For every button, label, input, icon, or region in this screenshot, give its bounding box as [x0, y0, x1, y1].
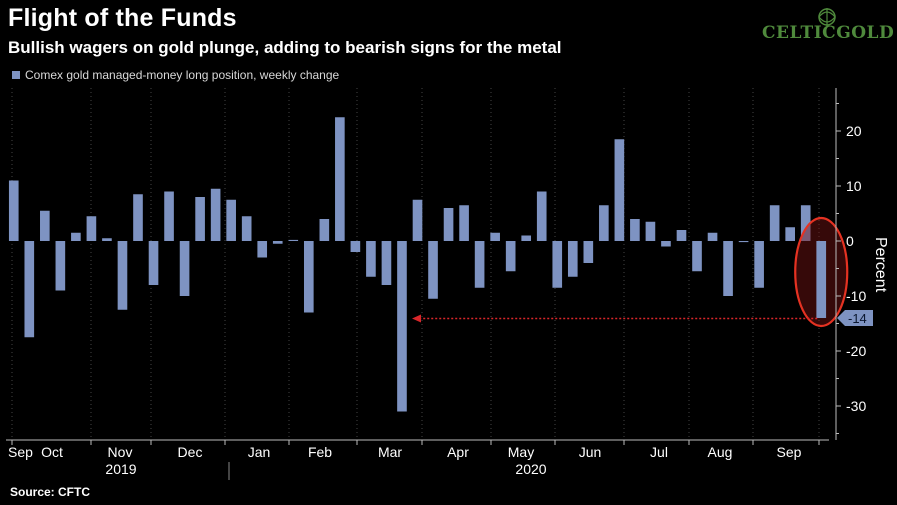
bar — [614, 139, 625, 241]
x-month-label: Sep — [8, 444, 33, 460]
bar — [397, 241, 407, 412]
bar — [226, 199, 236, 241]
y-tick-label: -20 — [846, 343, 866, 359]
bar-layer — [8, 117, 827, 412]
x-month-label: Oct — [41, 444, 63, 460]
last-value-tag — [837, 310, 873, 326]
bar — [24, 241, 35, 338]
bar — [241, 216, 252, 241]
bar — [8, 180, 19, 241]
bar — [443, 208, 454, 241]
bar — [645, 221, 656, 241]
x-month-label: Mar — [378, 444, 402, 460]
y-tick-label: 10 — [846, 178, 862, 194]
bar — [800, 205, 811, 241]
bar — [459, 205, 469, 241]
bar — [474, 241, 485, 288]
bar — [117, 241, 128, 310]
y-tick-label: 20 — [846, 123, 862, 139]
bar — [552, 241, 563, 288]
bar — [536, 191, 547, 241]
bar — [692, 241, 702, 272]
y-tick-label: -10 — [846, 288, 866, 304]
bar — [785, 227, 795, 241]
bar — [707, 232, 718, 241]
bar — [567, 241, 578, 277]
x-month-label: Dec — [178, 444, 203, 460]
legend-swatch — [12, 71, 20, 79]
bar — [676, 230, 687, 241]
bar — [723, 241, 733, 296]
bar — [428, 241, 438, 299]
y-axis-label: Percent — [872, 237, 889, 293]
bar — [521, 235, 532, 241]
x-month-label: Aug — [708, 444, 733, 460]
annotation-layer — [412, 216, 849, 328]
bar — [661, 241, 671, 247]
bar — [769, 205, 780, 241]
bar — [490, 232, 500, 241]
bar — [381, 241, 392, 285]
chart-subtitle: Bullish wagers on gold plunge, adding to… — [8, 38, 562, 57]
bar — [505, 241, 516, 272]
bar — [195, 197, 205, 241]
bar — [335, 117, 345, 241]
x-month-label: Apr — [447, 444, 469, 460]
bar — [319, 219, 330, 241]
bar — [630, 219, 640, 241]
x-year-label: 2019 — [105, 461, 136, 477]
y-tick-label: 0 — [846, 233, 854, 249]
bar — [55, 241, 66, 291]
x-month-label: Nov — [108, 444, 133, 460]
x-year-label: 2020 — [515, 461, 546, 477]
bar — [288, 239, 299, 241]
bar — [303, 241, 314, 313]
bar — [257, 241, 268, 258]
bar — [40, 210, 50, 241]
x-month-label: Jul — [650, 444, 668, 460]
celtic-knot-icon — [818, 8, 836, 26]
chart-title: Flight of the Funds — [8, 4, 237, 32]
arrow-head — [412, 314, 421, 323]
bar-latest — [816, 241, 827, 318]
bar — [272, 241, 283, 244]
x-month-label: Feb — [308, 444, 332, 460]
bar — [179, 241, 190, 296]
bar — [754, 241, 764, 288]
bar — [133, 194, 143, 241]
source-note: Source: CFTC — [10, 485, 91, 499]
bar — [583, 241, 594, 263]
bar — [412, 199, 423, 241]
legend: Comex gold managed-money long position, … — [12, 68, 339, 82]
bar — [86, 216, 97, 241]
bar — [148, 241, 159, 285]
bar — [738, 241, 749, 243]
x-month-label: Sep — [777, 444, 802, 460]
bar — [71, 232, 81, 241]
x-month-label: Jan — [248, 444, 271, 460]
bar — [210, 188, 221, 241]
bar — [366, 241, 376, 277]
bar — [102, 238, 112, 241]
logo-text: CELTICGOLD — [762, 23, 895, 43]
bar — [164, 191, 174, 241]
legend-label: Comex gold managed-money long position, … — [25, 68, 340, 82]
x-month-label: Jun — [579, 444, 602, 460]
axis-layer: 20 10 0 -10 -20 -30 Percent -14 Sep Oct Nov Dec Jan F… — [6, 88, 889, 480]
bar — [599, 205, 609, 241]
y-tick-label: -30 — [846, 398, 866, 414]
last-value-label: -14 — [848, 311, 867, 326]
celticgold-logo: CELTICGOLD — [762, 6, 895, 58]
x-month-label: May — [508, 444, 534, 460]
bar — [350, 241, 361, 252]
